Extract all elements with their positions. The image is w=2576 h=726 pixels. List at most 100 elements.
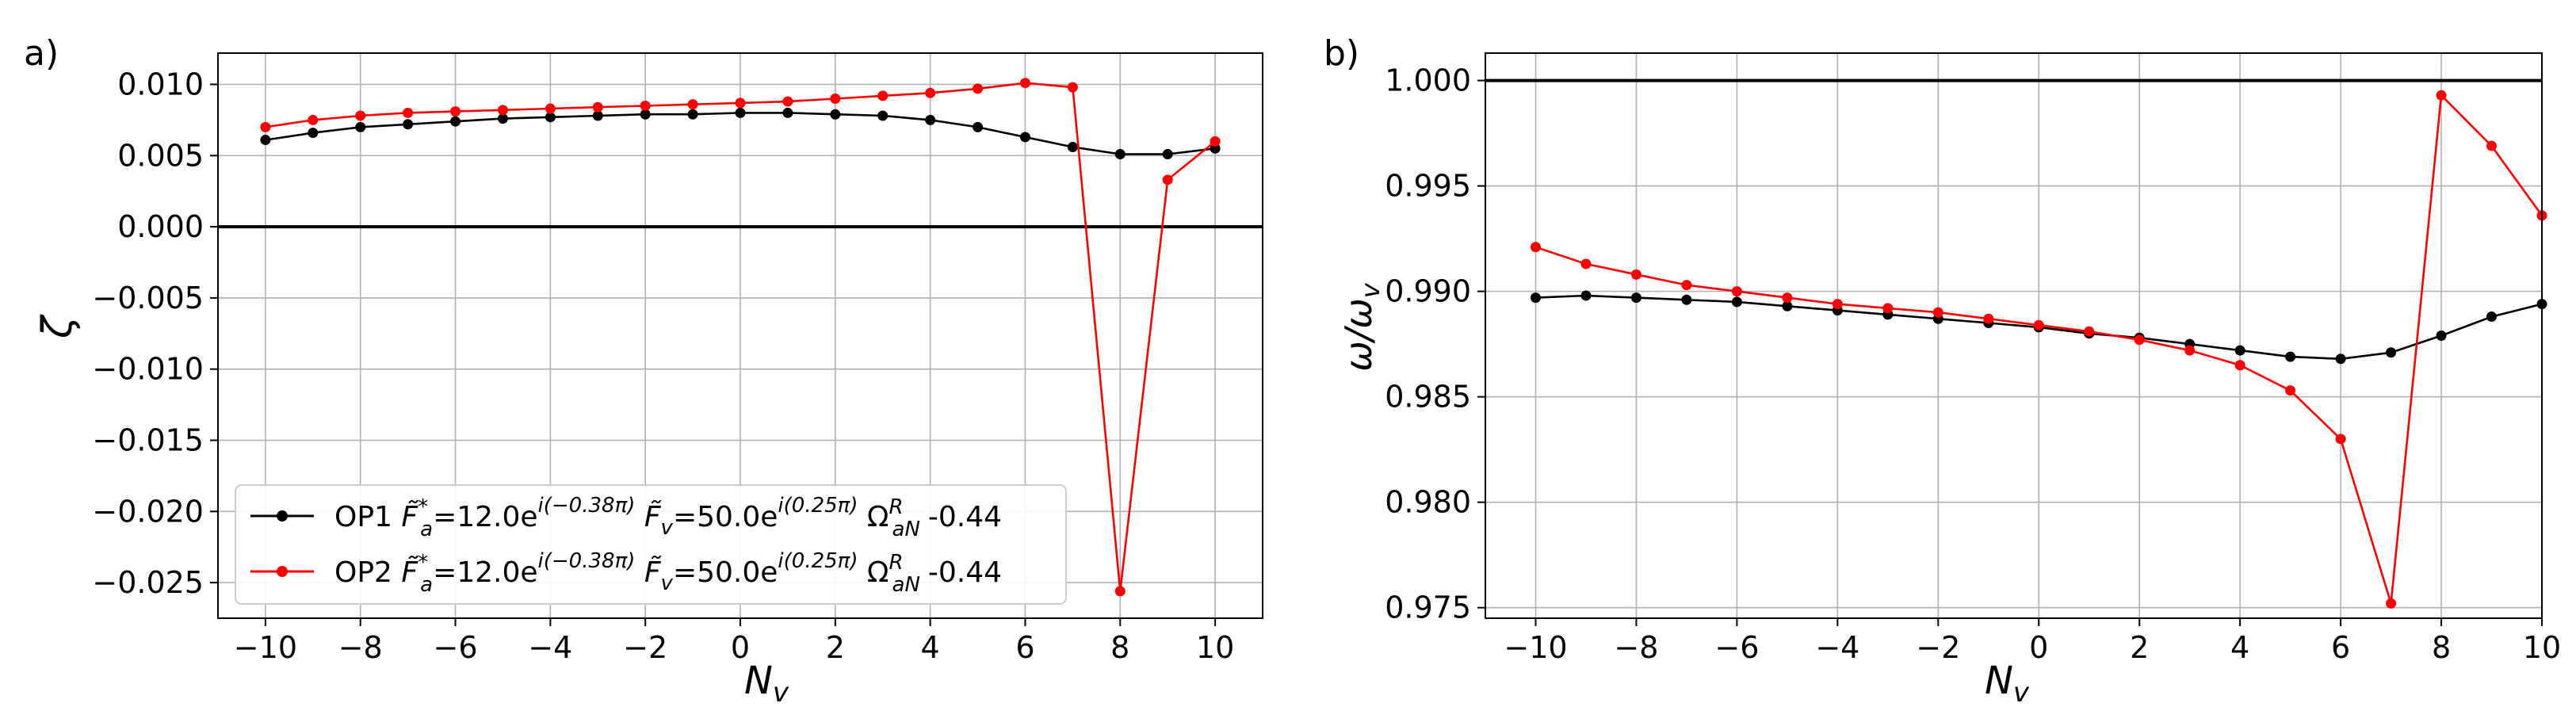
a-x-tick-label: 0 [731,630,750,665]
a-point-op2 [355,110,366,121]
b-x-tick-label: 0 [2029,630,2048,665]
b-point-op2 [2084,326,2095,337]
a-x-tick-label: −6 [434,630,478,665]
tick-labels-b: −10 −8 −6 −4 −2 0 2 4 6 8 10 1.000 0.995 0.990 0.985 0.… [1385,63,2561,665]
a-y-tick-label: −0.005 [92,281,204,315]
a-point-op2 [260,121,271,132]
a-point-op1 [925,114,936,125]
a-point-op1 [497,113,508,124]
a-point-op2 [1210,136,1221,147]
a-point-op2 [1114,586,1126,597]
b-x-tick-label: 4 [2230,630,2249,665]
a-point-op1 [403,119,414,130]
b-point-op1 [2436,331,2447,341]
b-x-tick-label: 8 [2432,630,2451,665]
a-y-tick-label: 0.010 [117,67,204,102]
b-x-tick-label: 6 [2331,630,2350,665]
a-point-op2 [1162,174,1173,185]
a-y-tick-label: −0.025 [92,565,204,600]
b-point-op1 [1630,292,1642,304]
b-y-tick-label: 0.995 [1385,169,1471,204]
a-point-op1 [355,121,366,132]
panel-b-label: b) [1324,33,1359,74]
a-point-op1 [877,110,889,121]
a-point-op2 [545,103,556,114]
b-point-op2 [1882,303,1894,314]
a-point-op2 [1019,78,1030,89]
b-point-op2 [1832,299,1843,310]
a-point-op1 [592,110,603,121]
a-x-tick-label: 8 [1110,630,1129,665]
grid-b [1485,53,2543,618]
a-y-tick-label: −0.015 [92,423,204,458]
a-point-op2 [830,93,841,104]
b-point-op2 [1983,313,1994,324]
chart-b: −10 −8 −6 −4 −2 0 2 4 6 8 10 1.000 0.995 0.990 0.985 0.… [1337,52,2561,709]
b-point-op2 [2335,434,2346,445]
a-x-tick-label: 4 [921,630,940,665]
b-point-op1 [2285,351,2296,362]
a-point-op1 [735,107,746,118]
b-x-tick-label: 10 [2523,630,2561,665]
b-point-op2 [2033,319,2044,331]
ticks-a [210,83,1217,626]
a-point-op2 [1067,82,1078,93]
legend: OP1 F̃* a=12.0ei(−0.38π) F̃v=50.0ei(0.25π… [235,484,1067,605]
a-y-tick-label: −0.010 [92,352,204,387]
a-point-op2 [592,101,603,113]
b-x-tick-label: 2 [2130,630,2149,665]
a-point-op1 [1114,149,1126,160]
a-y-tick-label: −0.020 [92,494,204,529]
a-point-op2 [973,83,984,94]
a-point-op2 [308,114,319,125]
a-point-op1 [1019,132,1030,143]
legend-entry-op1: OP1 F̃* a=12.0ei(−0.38π) F̃v=50.0ei(0.25π… [334,487,1002,541]
a-point-op1 [1162,149,1173,160]
a-point-op1 [1067,142,1078,153]
b-x-tick-label: −2 [1916,630,1960,665]
b-y-tick-label: 0.980 [1385,485,1471,520]
b-point-op1 [2234,345,2245,356]
a-point-op1 [973,121,984,132]
b-point-op1 [2386,347,2397,358]
b-point-op1 [1580,290,1592,301]
a-y-tick-label: 0.005 [117,138,204,173]
x-axis-label-b: Nv [1985,659,2030,709]
b-x-tick-label: −8 [1614,630,1658,665]
legend-entry-op2: OP2 F̃* a=12.0ei(−0.38π) F̃v=50.0ei(0.25π… [334,542,1002,597]
b-point-op1 [2486,311,2498,323]
a-point-op2 [403,107,414,118]
a-point-op2 [782,96,793,107]
a-x-tick-label: 6 [1015,630,1034,665]
panel-a-label: a) [24,33,59,74]
a-point-op2 [687,99,698,110]
b-point-op1 [1731,296,1742,308]
a-point-op1 [687,109,698,120]
a-point-op2 [925,87,936,98]
b-point-op1 [1681,294,1692,305]
b-x-tick-label: −10 [1504,630,1567,665]
a-point-op2 [735,97,746,109]
legend-marker-op1 [277,510,288,522]
a-point-op1 [260,135,271,146]
b-point-op2 [2386,598,2397,609]
a-x-tick-label: −8 [338,630,383,665]
legend-box [235,484,1067,605]
b-point-op2 [2436,90,2447,101]
a-y-tick-label: 0.000 [117,209,204,244]
legend-marker-op2 [277,566,288,577]
tick-labels-a: −10 −8 −6 −4 −2 0 2 4 6 8 10 0.010 0.005 0.000 −0.005 −… [92,67,1234,665]
b-point-op1 [1782,300,1793,311]
a-point-op1 [450,116,461,127]
a-point-op2 [497,105,508,116]
a-x-tick-label: 2 [826,630,845,665]
a-point-op1 [640,109,651,120]
b-point-op2 [1782,292,1793,304]
b-point-op2 [2234,360,2245,371]
b-x-tick-label: −4 [1815,630,1859,665]
a-point-op2 [450,106,461,117]
a-x-tick-label: −4 [528,630,572,665]
a-point-op1 [1210,143,1221,154]
b-point-op2 [2184,345,2196,356]
